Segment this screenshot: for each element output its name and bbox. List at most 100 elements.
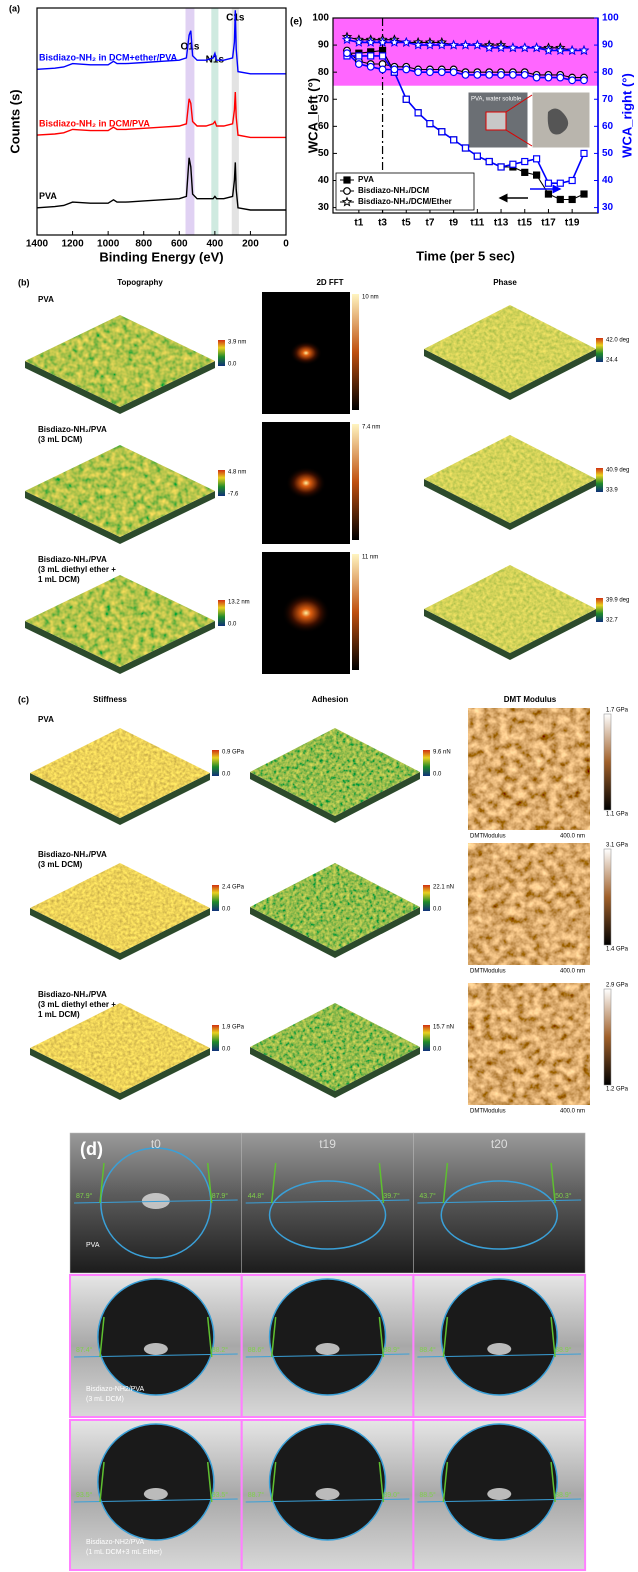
fft-spot: [290, 341, 322, 365]
scale-label: 40.9 deg: [606, 468, 629, 474]
scale-label: 33.9: [606, 488, 618, 494]
colorbar: [352, 294, 359, 410]
colorbar: [596, 338, 603, 362]
figure: O1sN1sC1sBisdiazo-NH₂ in DCM+ether/PVABi…: [0, 0, 638, 1572]
legend-marker: [344, 177, 350, 183]
contact-angle: 93.5°: [212, 1491, 229, 1499]
contact-angle: 87.9°: [76, 1192, 93, 1200]
row-label: Bisdiazo-NH2/PVA: [86, 1386, 145, 1393]
data-point: [569, 178, 575, 184]
x-tick-label: t13: [494, 218, 509, 229]
scale-label: 1.1 GPa: [606, 812, 629, 818]
contact-angle: 88.6°: [248, 1346, 265, 1354]
colorbar: [604, 849, 611, 945]
data-point: [498, 164, 504, 170]
scale-label: 0.0: [222, 1047, 231, 1053]
x-tick-label: 1000: [97, 239, 120, 250]
contact-angle: 89.0°: [383, 1491, 400, 1499]
data-point: [486, 72, 493, 79]
series-label: Bisdiazo-NH₂ in DCM+ether/PVA: [39, 53, 178, 63]
colorbar: [596, 468, 603, 492]
data-point: [451, 137, 457, 143]
scale-label: 0.0: [433, 907, 442, 913]
scale-bar-label: 400.0 nm: [560, 1109, 585, 1115]
row-label: (3 mL diethyl ether +: [38, 1000, 116, 1009]
data-point: [557, 196, 563, 202]
contact-angle: 88.9°: [383, 1346, 400, 1354]
scale-label: 3.9 nm: [228, 340, 246, 346]
panel-label: (b): [18, 277, 30, 287]
legend-label: Bisdiazo-NH₂/DCM: [358, 186, 429, 195]
page: {"chart_data": [ {"type": "line", "panel…: [0, 0, 638, 1572]
row-label: PVA: [86, 1242, 100, 1249]
x-tick-label: t11: [470, 218, 484, 229]
colorbar: [218, 600, 225, 626]
data-point: [510, 161, 516, 167]
image-caption: DMTModulus: [470, 969, 506, 975]
data-point: [498, 72, 505, 79]
scale-label: 42.0 deg: [606, 338, 629, 344]
scale-label: 0.0: [222, 907, 231, 913]
row-label: (3 mL DCM): [38, 435, 83, 444]
y-axis-label: WCA_left (°): [305, 78, 320, 153]
data-point: [534, 156, 540, 162]
panel-label: (c): [18, 694, 29, 704]
legend-marker: [344, 188, 351, 195]
scale-label: 0.0: [228, 622, 237, 628]
row-label: PVA: [38, 295, 54, 304]
inset-label: PVA, water soluble: [471, 97, 522, 103]
scale-label: 11 nm: [362, 555, 378, 561]
image-caption: DMTModulus: [470, 834, 506, 840]
x-tick-label: t5: [402, 218, 411, 229]
scale-label: 39.9 deg: [606, 598, 629, 604]
data-point: [545, 74, 552, 81]
column-header: Stiffness: [93, 695, 127, 704]
y-tick-label: 80: [318, 67, 330, 78]
droplet-highlight: [316, 1488, 340, 1500]
x-tick-label: t17: [541, 218, 556, 229]
column-header: t19: [319, 1137, 336, 1151]
scale-label: 1.7 GPa: [606, 708, 629, 714]
colorbar: [596, 598, 603, 622]
data-point: [427, 121, 433, 127]
row-label: Bisdiazo-NH₂/PVA: [38, 990, 107, 999]
contact-angle: 88.4°: [419, 1346, 436, 1354]
legend-label: Bisdiazo-NH₂/DCM/Ether: [358, 197, 452, 206]
row-label: (1 mL DCM+3 mL Ether): [86, 1549, 162, 1556]
scale-label: 22.1 nN: [433, 885, 454, 891]
x-tick-label: t3: [378, 218, 387, 229]
colorbar: [352, 424, 359, 540]
scale-label: 7.4 nm: [362, 425, 380, 431]
column-header: Phase: [493, 278, 517, 287]
row-label: Bisdiazo-NH₂/PVA: [38, 425, 107, 434]
scale-bar-label: 400.0 nm: [560, 834, 585, 840]
contact-angle: 88.7°: [248, 1491, 265, 1499]
data-point: [450, 69, 457, 76]
scale-label: 24.4: [606, 358, 618, 364]
peak-label: O1s: [181, 42, 200, 53]
y-tick-label: 100: [312, 13, 329, 24]
contact-angle: 88.9°: [555, 1491, 572, 1499]
data-point: [522, 159, 528, 165]
scale-label: 1.4 GPa: [606, 947, 629, 953]
data-point: [367, 63, 374, 70]
data-point: [356, 61, 363, 68]
y2-tick-label: 60: [602, 121, 614, 132]
x-axis-label: Binding Energy (eV): [99, 249, 223, 264]
data-point: [403, 66, 410, 73]
contact-angle: 88.5°: [419, 1491, 436, 1499]
x-tick-label: t9: [449, 218, 458, 229]
fft-spot: [282, 593, 330, 633]
data-point: [557, 180, 563, 186]
x-tick-label: t7: [425, 218, 434, 229]
x-tick-label: t1: [354, 218, 363, 229]
x-tick-label: t19: [565, 218, 580, 229]
data-point: [380, 53, 386, 59]
data-point: [427, 69, 434, 76]
data-point: [439, 69, 446, 76]
x-tick-label: 1200: [61, 239, 84, 250]
contact-angle: 87.4°: [76, 1346, 93, 1354]
row-label: 1 mL DCM): [38, 1010, 80, 1019]
column-header: 2D FFT: [316, 278, 343, 287]
data-point: [439, 129, 445, 135]
